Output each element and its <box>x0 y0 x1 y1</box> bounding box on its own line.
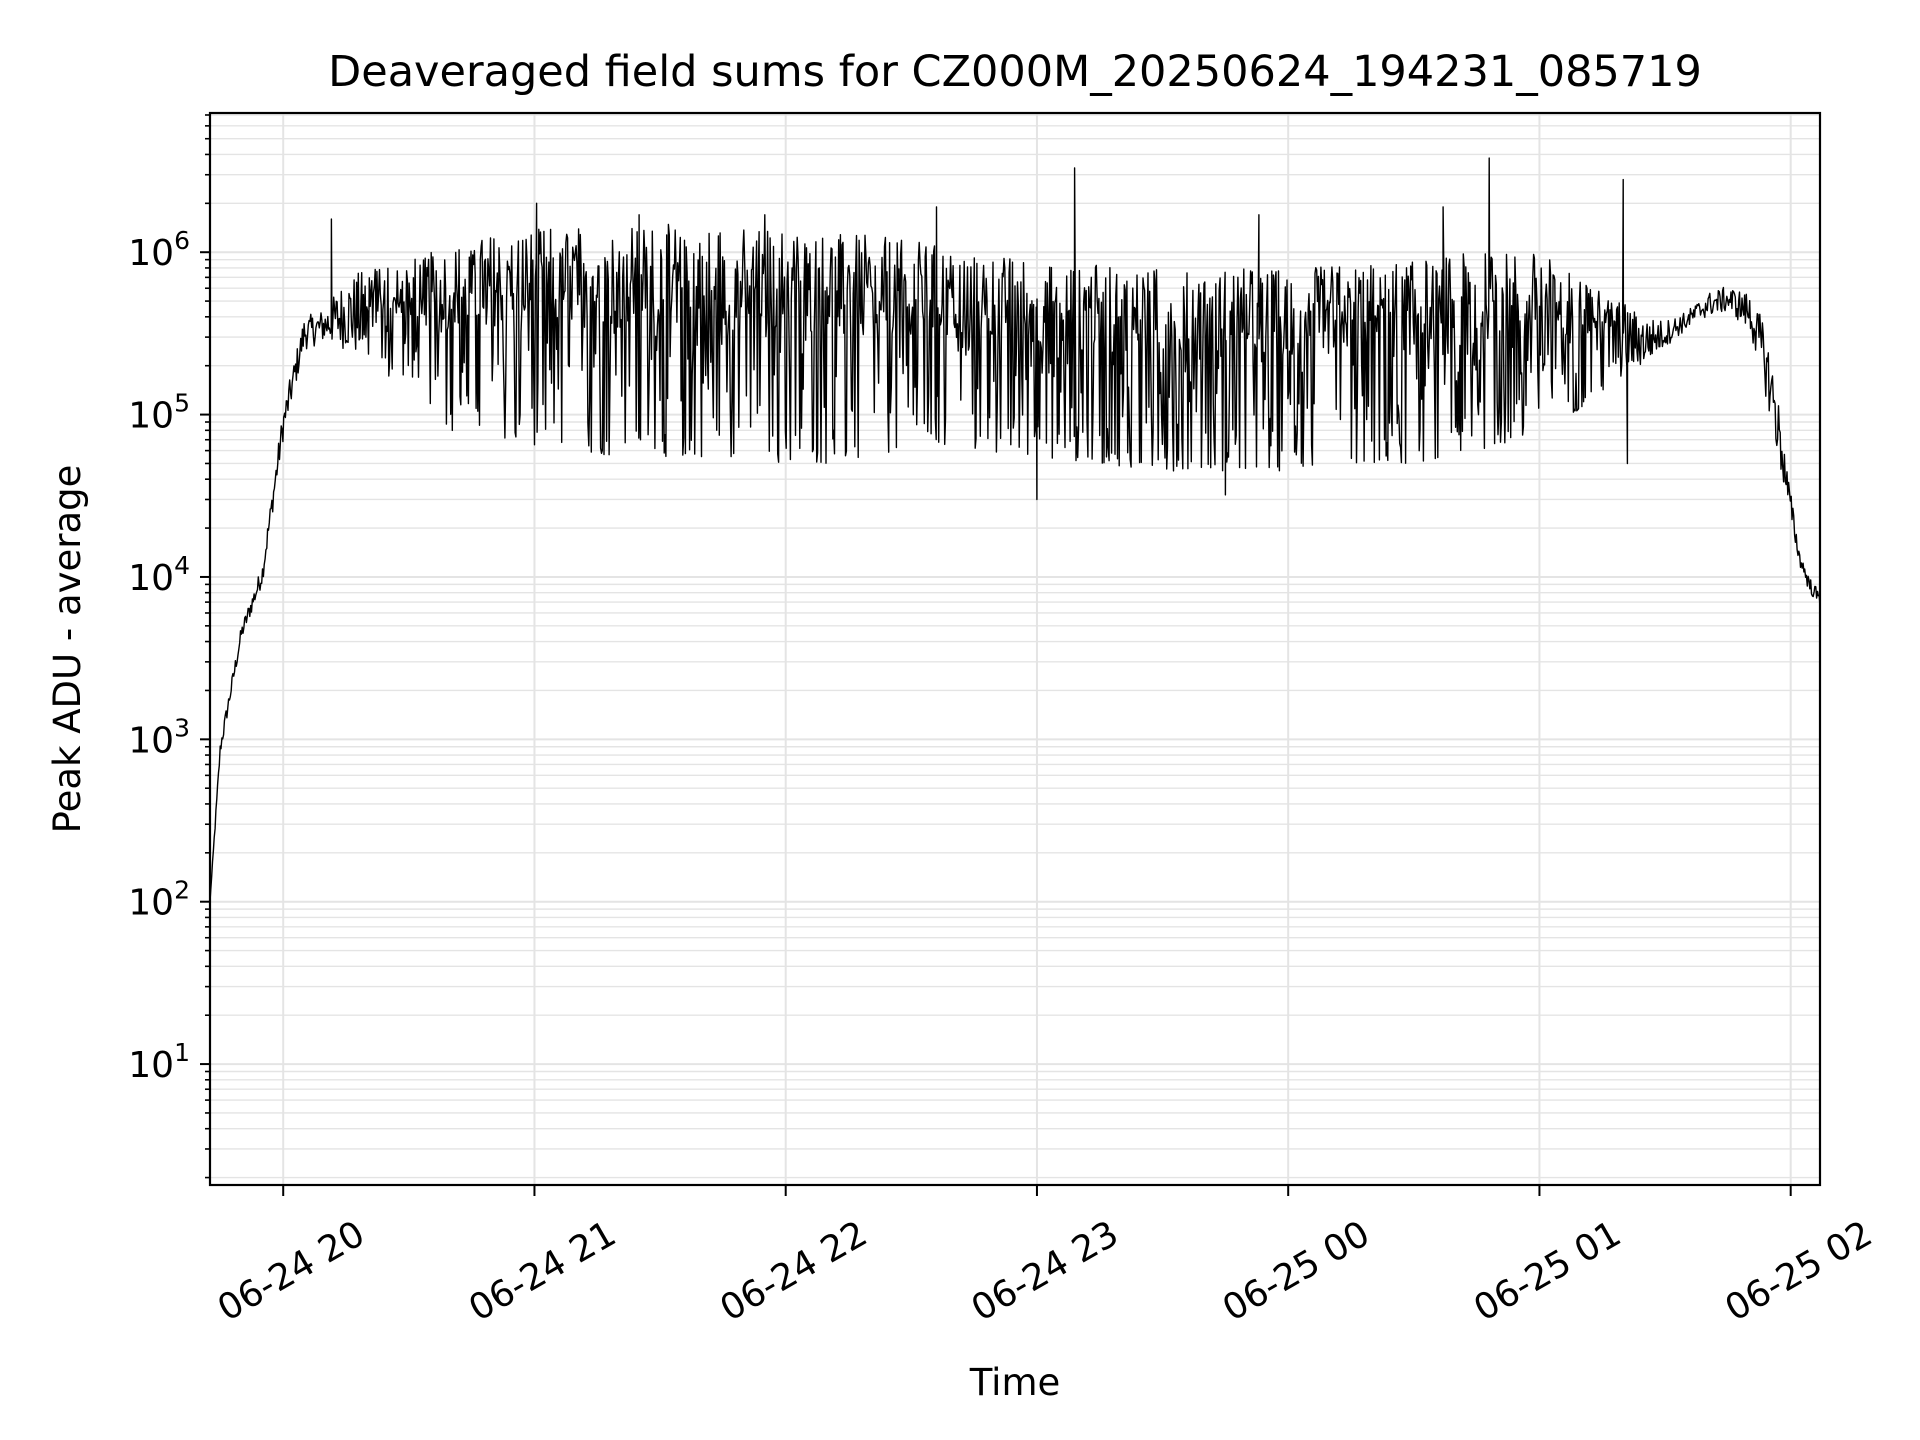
y-tick-label: 105 <box>128 389 190 437</box>
plot-area <box>210 157 1820 902</box>
grid <box>210 113 1820 1185</box>
x-axis-label: Time <box>969 1361 1061 1404</box>
y-tick-label: 101 <box>128 1038 190 1086</box>
y-tick-label: 106 <box>128 226 190 274</box>
chart-title: Deaveraged field sums for CZ000M_2025062… <box>328 47 1702 97</box>
y-tick-label: 103 <box>128 713 190 761</box>
y-tick-label: 102 <box>128 876 190 924</box>
series-layer <box>210 157 1820 902</box>
series-line <box>210 157 1820 902</box>
y-axis: 101 102 103 104 105 106 <box>128 114 210 1179</box>
plot-frame <box>208 111 1822 1187</box>
y-axis-label: Peak ADU - average <box>46 465 89 834</box>
y-tick-label: 104 <box>128 551 190 599</box>
